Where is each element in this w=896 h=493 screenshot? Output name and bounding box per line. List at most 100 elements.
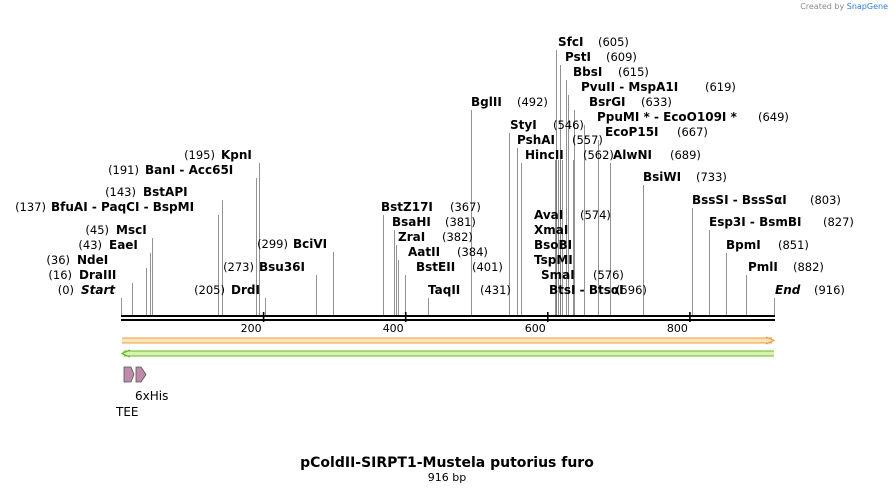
site-position-ecop15i: (667) — [677, 125, 708, 139]
site-label-bpmi: BpmI — [726, 238, 761, 252]
site-position-draiii: (16) — [48, 268, 72, 282]
site-label-bstz17i: BstZ17I — [381, 200, 433, 214]
site-label-btsi: BtsI - BtsαI — [549, 283, 624, 297]
site-label-pshai: PshAI — [517, 133, 555, 147]
site-label-taqii: TaqII — [428, 283, 460, 297]
site-position-bglii: (492) — [517, 95, 548, 109]
reverse-arrow-icon — [120, 349, 131, 358]
site-label-sfci: SfcI — [558, 35, 583, 49]
site-position-bfuai: (137) — [15, 200, 46, 214]
credit-prefix: Created by — [800, 2, 845, 11]
6xhis-feature-arrow-icon[interactable] — [135, 366, 147, 383]
site-label-bbsi: BbsI — [573, 65, 602, 79]
site-label-esp3i: Esp3I - BsmBI — [709, 215, 801, 229]
site-position-bsahi: (381) — [445, 215, 476, 229]
site-label-bsiwi: BsiWI — [643, 170, 681, 184]
site-label-hincii: HincII — [525, 148, 564, 162]
site-position-drdi: (205) — [194, 283, 225, 297]
site-label-bglii: BglII — [471, 95, 502, 109]
site-label-smai: SmaI — [541, 268, 575, 282]
snapgene-logo: SnapGene — [846, 2, 888, 11]
site-position-sfci: (605) — [598, 35, 629, 49]
site-position-psti: (609) — [606, 50, 637, 64]
site-label-ecop15i: EcoP15I — [605, 125, 659, 139]
site-position-pmli: (882) — [793, 260, 824, 274]
map-title: pColdII-SIRPT1-Mustela putorius furo — [300, 455, 594, 471]
ruler-tick-label: 400 — [383, 322, 404, 335]
site-label-bstapi: BstAPI — [143, 185, 188, 199]
ruler-tick-label: 800 — [667, 322, 688, 335]
forward-strand-fill — [122, 338, 772, 343]
site-position-eaei: (43) — [78, 238, 102, 252]
site-label-psti: PstI — [565, 50, 591, 64]
site-labels: (0) Start (16) DraIII (36) NdeI(43) EaeI(45) Ms… — [15, 35, 854, 297]
site-label-bsahi: BsaHI — [392, 215, 431, 229]
site-position-hincii: (562) — [583, 148, 614, 162]
feature-6xhis[interactable]: 6xHis — [135, 366, 168, 403]
site-label-drdi: DrdI — [231, 283, 260, 297]
site-position-bsiwi: (733) — [696, 170, 727, 184]
site-position-ndei: (36) — [46, 253, 70, 267]
site-label-draiii: DraIII — [79, 268, 116, 282]
site-label-xmai: XmaI — [534, 223, 568, 237]
forward-strand-bar — [122, 336, 776, 345]
6xhis-feature-label: 6xHis — [135, 389, 168, 403]
site-position-bsteii: (401) — [472, 260, 503, 274]
site-position-smai: (576) — [593, 268, 624, 282]
site-position-bstapi: (143) — [105, 185, 136, 199]
site-position-btsi: (596) — [616, 283, 647, 297]
site-position-ppumi: (649) — [758, 110, 789, 124]
site-position-bsu36i: (273) — [223, 260, 254, 274]
site-label-ppumi: PpuMI * - EcoO109I * — [597, 110, 738, 124]
site-position-end: (916) — [814, 283, 845, 297]
site-position-zrai: (382) — [442, 230, 473, 244]
site-label-alwni: AlwNI — [613, 148, 652, 162]
site-position-pvuii: (619) — [705, 80, 736, 94]
site-label-bfuai: BfuAI - PaqCI - BspMI — [51, 200, 194, 214]
site-label-bcivi: BciVI — [293, 237, 327, 251]
reverse-strand-bar — [120, 349, 774, 358]
site-label-zrai: ZraI — [398, 230, 425, 244]
site-label-kpni: KpnI — [221, 148, 252, 162]
tee-feature-label: TEE — [115, 405, 139, 419]
site-label-bsrgi: BsrGI — [589, 95, 626, 109]
site-position-aatii: (384) — [457, 245, 488, 259]
site-position-bbsi: (615) — [618, 65, 649, 79]
ruler-tick-label: 200 — [241, 322, 262, 335]
ruler-tick-label: 600 — [525, 322, 546, 335]
site-label-styi: StyI — [510, 118, 537, 132]
tee-feature-arrow-icon[interactable] — [123, 366, 135, 383]
site-label-pmli: PmlI — [748, 260, 778, 274]
site-position-styi: (546) — [553, 118, 584, 132]
map-subtitle: 916 bp — [428, 471, 466, 484]
site-label-avai: AvaI — [534, 208, 563, 222]
site-label-end: End — [775, 283, 801, 297]
site-position-taqii: (431) — [480, 283, 511, 297]
site-position-kpni: (195) — [184, 148, 215, 162]
forward-arrow-icon — [765, 336, 776, 345]
snapgene-credit: Created by SnapGene — [800, 2, 888, 11]
site-position-bani: (191) — [108, 163, 139, 177]
site-position-bsssi: (803) — [810, 193, 841, 207]
feature-tee[interactable]: TEE — [115, 366, 139, 419]
site-label-msci: MscI — [116, 223, 147, 237]
site-position-bpmi: (851) — [778, 238, 809, 252]
site-label-pvuii: PvuII - MspA1I — [581, 80, 678, 94]
site-position-pshai: (557) — [572, 133, 603, 147]
site-label-tspmi: TspMI — [534, 253, 573, 267]
site-label-bsssi: BssSI - BssSαI — [692, 193, 787, 207]
site-position-avai: (574) — [580, 208, 611, 222]
site-label-bsobi: BsoBI — [534, 238, 572, 252]
site-position-bstz17i: (367) — [450, 200, 481, 214]
reverse-strand-fill — [122, 351, 774, 356]
site-position-bcivi: (299) — [257, 237, 288, 251]
site-label-aatii: AatII — [408, 245, 440, 259]
site-connector-lines — [121, 50, 775, 315]
site-position-start: (0) — [58, 283, 74, 297]
site-label-ndei: NdeI — [77, 253, 108, 267]
site-position-alwni: (689) — [670, 148, 701, 162]
site-label-eaei: EaeI — [109, 238, 138, 252]
site-label-bani: BanI - Acc65I — [145, 163, 233, 177]
site-position-esp3i: (827) — [823, 215, 854, 229]
site-label-bsteii: BstEII — [416, 260, 455, 274]
